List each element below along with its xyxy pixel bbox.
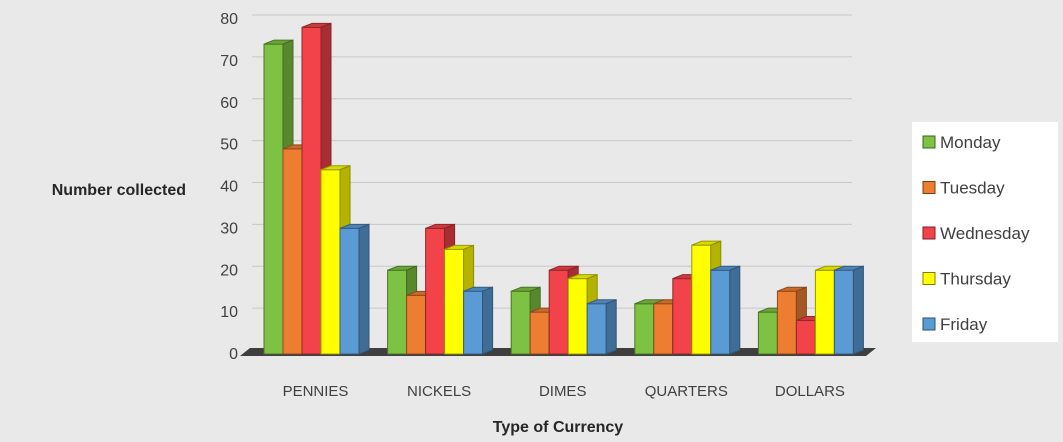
- bar-front: [586, 303, 607, 355]
- bar-side: [605, 299, 617, 355]
- bar-front: [634, 303, 655, 355]
- legend-label: Thursday: [940, 270, 1011, 289]
- legend-swatch: [922, 272, 936, 285]
- y-tick-label: 60: [220, 95, 238, 112]
- legend-swatch: [922, 135, 936, 149]
- x-tick-label: DIMES: [539, 383, 587, 400]
- bar-front: [691, 244, 712, 355]
- bar-side: [482, 286, 494, 355]
- bar: [263, 39, 294, 355]
- bar-front: [529, 311, 550, 355]
- bar: [710, 265, 741, 355]
- y-tick-label: 50: [220, 137, 238, 154]
- bar-front: [776, 290, 797, 355]
- bar: [586, 299, 617, 355]
- bar: [833, 265, 864, 355]
- bar: [463, 286, 494, 355]
- bar-front: [339, 227, 360, 355]
- bar-front: [463, 290, 484, 355]
- bar-front: [263, 43, 284, 355]
- y-tick-label: 70: [220, 53, 238, 70]
- legend-label: Friday: [940, 315, 988, 334]
- legend-swatch: [922, 226, 936, 240]
- legend: Monday Tuesday Wednesday Thursday Friday: [912, 122, 1058, 342]
- bar-front: [757, 311, 778, 355]
- y-tick-label: 20: [220, 262, 238, 279]
- y-axis-title: Number collected: [52, 182, 186, 199]
- y-tick-label: 80: [220, 11, 238, 28]
- legend-swatch: [922, 317, 936, 331]
- bar-front: [282, 148, 303, 355]
- legend-label: Monday: [940, 133, 1001, 152]
- legend-label: Wednesday: [940, 224, 1030, 243]
- y-tick-label: 10: [220, 304, 238, 321]
- bar-front: [795, 320, 816, 355]
- bar-front: [406, 294, 427, 355]
- bar-front: [301, 26, 322, 355]
- x-tick-label: NICKELS: [407, 383, 471, 400]
- bar-front: [833, 269, 854, 355]
- bar: [339, 223, 370, 355]
- bar-side: [852, 265, 864, 355]
- bar-front: [387, 269, 408, 355]
- bar-front: [567, 278, 588, 355]
- bar-front: [710, 269, 731, 355]
- legend-box: [912, 122, 1058, 342]
- bar-front: [444, 248, 465, 355]
- x-tick-label: PENNIES: [283, 383, 349, 400]
- bar-front: [814, 269, 835, 355]
- x-tick-label: QUARTERS: [645, 383, 728, 400]
- bars: [263, 22, 864, 355]
- bar-side: [358, 223, 370, 355]
- bar-front: [548, 269, 569, 355]
- legend-swatch: [922, 181, 936, 194]
- bar-front: [510, 290, 531, 355]
- x-tick-label: DOLLARS: [775, 383, 845, 400]
- bar-side: [729, 265, 741, 355]
- bar-front: [425, 227, 446, 355]
- bar-front: [320, 169, 341, 355]
- y-tick-label: 0: [229, 346, 238, 363]
- y-axis-ticks: 0 10 20 30 40 50 60 70 80: [220, 11, 238, 363]
- x-axis-title: Type of Currency: [493, 419, 624, 436]
- y-tick-label: 40: [220, 179, 238, 196]
- bar-front: [672, 278, 693, 355]
- y-tick-label: 30: [220, 220, 238, 237]
- legend-label: Tuesday: [940, 179, 1005, 198]
- x-axis-ticks: PENNIES NICKELS DIMES QUARTERS DOLLARS: [283, 383, 845, 400]
- bar-front: [653, 303, 674, 355]
